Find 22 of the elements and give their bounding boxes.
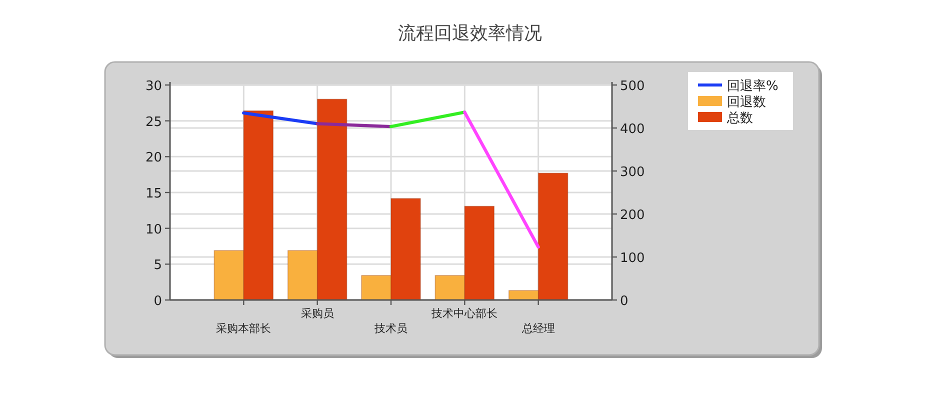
y2-tick-label: 500 xyxy=(620,79,645,94)
y-tick-label: 5 xyxy=(154,258,162,274)
y2-tick-label: 400 xyxy=(620,122,645,137)
y2-tick-label: 300 xyxy=(620,165,645,180)
x-tick-label: 技术中心部长 xyxy=(430,307,498,320)
x-tick-label: 总经理 xyxy=(520,322,555,335)
legend-label: 回退数 xyxy=(727,95,766,110)
title: 流程回退效率情况 xyxy=(398,23,542,44)
x-tick-label: 采购本部长 xyxy=(216,322,272,335)
y2-tick-label: 0 xyxy=(620,294,628,309)
y-tick-label: 15 xyxy=(145,186,162,202)
y-tick-label: 10 xyxy=(145,222,162,238)
y-tick-label: 25 xyxy=(145,114,162,130)
y2-tick-label: 100 xyxy=(620,251,645,266)
legend-label: 回退率% xyxy=(727,78,778,94)
y-tick-label: 0 xyxy=(154,294,162,309)
y2-tick-label: 200 xyxy=(620,208,645,223)
x-tick-label: 技术员 xyxy=(374,322,408,335)
y-tick-label: 30 xyxy=(145,79,162,94)
y-tick-label: 20 xyxy=(145,150,162,166)
x-tick-label: 采购员 xyxy=(300,307,334,320)
legend-label: 总数 xyxy=(726,111,753,126)
